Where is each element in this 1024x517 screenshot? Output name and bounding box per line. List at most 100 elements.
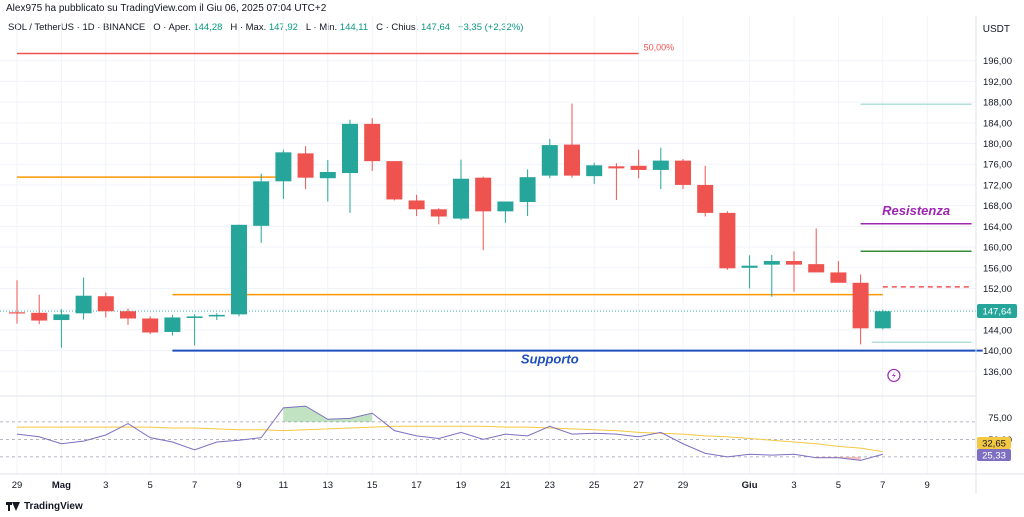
candle-body	[741, 265, 758, 268]
time-tick-label: 29	[12, 480, 23, 491]
candle-body	[97, 296, 114, 312]
time-tick-label: 3	[103, 480, 108, 491]
rsi-value-tag	[977, 437, 1011, 449]
time-tick-label: 3	[791, 480, 796, 491]
rsi-value-label: 32,65	[982, 439, 1006, 450]
rsi-tick-label: 75,00	[988, 413, 1012, 424]
time-tick-label: 15	[367, 480, 378, 491]
current-price-label: 147,64	[982, 307, 1011, 318]
candle-body	[31, 312, 48, 321]
price-tick-label: 188,00	[983, 98, 1012, 109]
candle-body	[519, 177, 536, 203]
time-tick-label: 17	[411, 480, 422, 491]
time-tick-label: 13	[323, 480, 334, 491]
candle-body	[408, 200, 425, 210]
rsi-value-label: 25,33	[982, 451, 1006, 462]
time-tick-label: 11	[278, 480, 288, 491]
candle-body	[475, 177, 492, 212]
price-tick-label: 152,00	[983, 284, 1012, 295]
candle-body	[75, 295, 92, 314]
candle-body	[9, 312, 25, 314]
price-tick-label: 164,00	[983, 222, 1012, 233]
time-tick-label: 7	[880, 480, 885, 491]
candle-body	[808, 264, 825, 273]
candle-body	[763, 261, 780, 265]
price-tick-label: 192,00	[983, 77, 1012, 88]
price-tick-label: 136,00	[983, 367, 1012, 378]
candle-body	[253, 181, 270, 226]
price-tick-label: 176,00	[983, 160, 1012, 171]
flash-bolt	[891, 371, 896, 380]
level-label-supporto: Supporto	[521, 352, 579, 367]
candle-body	[497, 201, 514, 212]
time-tick-label: 9	[236, 480, 241, 491]
time-tick-label: Giu	[742, 480, 758, 491]
candle-body	[630, 165, 647, 170]
price-tick-label: 156,00	[983, 263, 1012, 274]
time-tick-label: 9	[925, 480, 930, 491]
brand-name: TradingView	[24, 501, 83, 512]
low-label: L · Min.	[305, 22, 338, 33]
price-tick-label: 168,00	[983, 201, 1012, 212]
candle-body	[852, 282, 869, 329]
candle-body	[586, 165, 603, 177]
candle-body	[208, 314, 225, 317]
price-tick-label: 184,00	[983, 118, 1012, 129]
candle-body	[386, 161, 403, 200]
tradingview-logo[interactable]: TradingView	[6, 501, 83, 512]
time-tick-label: 7	[192, 480, 197, 491]
symbol-name[interactable]: SOL / TetherUS · 1D · BINANCE	[8, 22, 146, 33]
price-tick-label: 140,00	[983, 346, 1012, 357]
candle-body	[120, 311, 136, 319]
flash-icon	[887, 368, 901, 383]
candles	[9, 103, 891, 348]
time-tick-label: 25	[589, 480, 600, 491]
currency-unit: USDT	[982, 24, 1010, 35]
price-tick-label: 160,00	[983, 243, 1012, 254]
candle-body	[453, 178, 469, 219]
candle-body	[830, 272, 847, 283]
price-tick-label: 144,00	[983, 325, 1012, 336]
candle-body	[675, 160, 691, 185]
axes: 196,00 192,00 188,00 184,00 180,00 176,00 172,…	[0, 16, 1024, 494]
candle-body	[342, 123, 358, 174]
current-price-tag	[977, 304, 1017, 319]
candle-body	[608, 166, 625, 169]
rsi-panel	[0, 405, 976, 461]
candle-body	[142, 318, 159, 333]
rsi-overbought-fill	[283, 406, 373, 422]
time-tick-label: 5	[148, 480, 153, 491]
candle-body	[186, 316, 203, 318]
chart-labels: 50,00% Supporto Resistenza	[521, 42, 950, 383]
candle-body	[652, 160, 669, 170]
candle-body	[719, 212, 736, 269]
tradingview-icon	[6, 502, 20, 511]
annotation-lines	[0, 52, 983, 352]
change-value: +3,35 (+2,32%)	[457, 22, 524, 33]
time-tick-label: 5	[836, 480, 841, 491]
candle-body	[874, 311, 891, 329]
open-label: O · Aper.	[153, 22, 191, 33]
candle-body	[697, 184, 714, 213]
rsi-value-tag	[977, 449, 1011, 461]
candle-body	[53, 314, 70, 321]
time-tick-label: Mag	[52, 480, 71, 491]
rsi-ma-line	[17, 425, 883, 453]
open-value: 144,28	[193, 22, 223, 33]
time-tick-label: 23	[545, 480, 556, 491]
candle-body	[786, 261, 802, 265]
time-tick-label: 19	[456, 480, 467, 491]
low-value: 144,11	[339, 22, 369, 33]
candle-body	[231, 224, 247, 315]
candle-body	[275, 152, 292, 182]
price-tick-label: 180,00	[983, 139, 1012, 150]
candle-body	[564, 144, 580, 176]
publisher-note: Alex975 ha pubblicato su TradingView.com…	[6, 3, 327, 14]
candle-body	[164, 317, 181, 332]
level-label-50-percent: 50,00%	[644, 42, 675, 52]
candle-body	[319, 172, 336, 179]
time-tick-label: 27	[633, 480, 644, 491]
level-label-resistenza: Resistenza	[882, 203, 950, 218]
time-tick-label: 29	[678, 480, 689, 491]
